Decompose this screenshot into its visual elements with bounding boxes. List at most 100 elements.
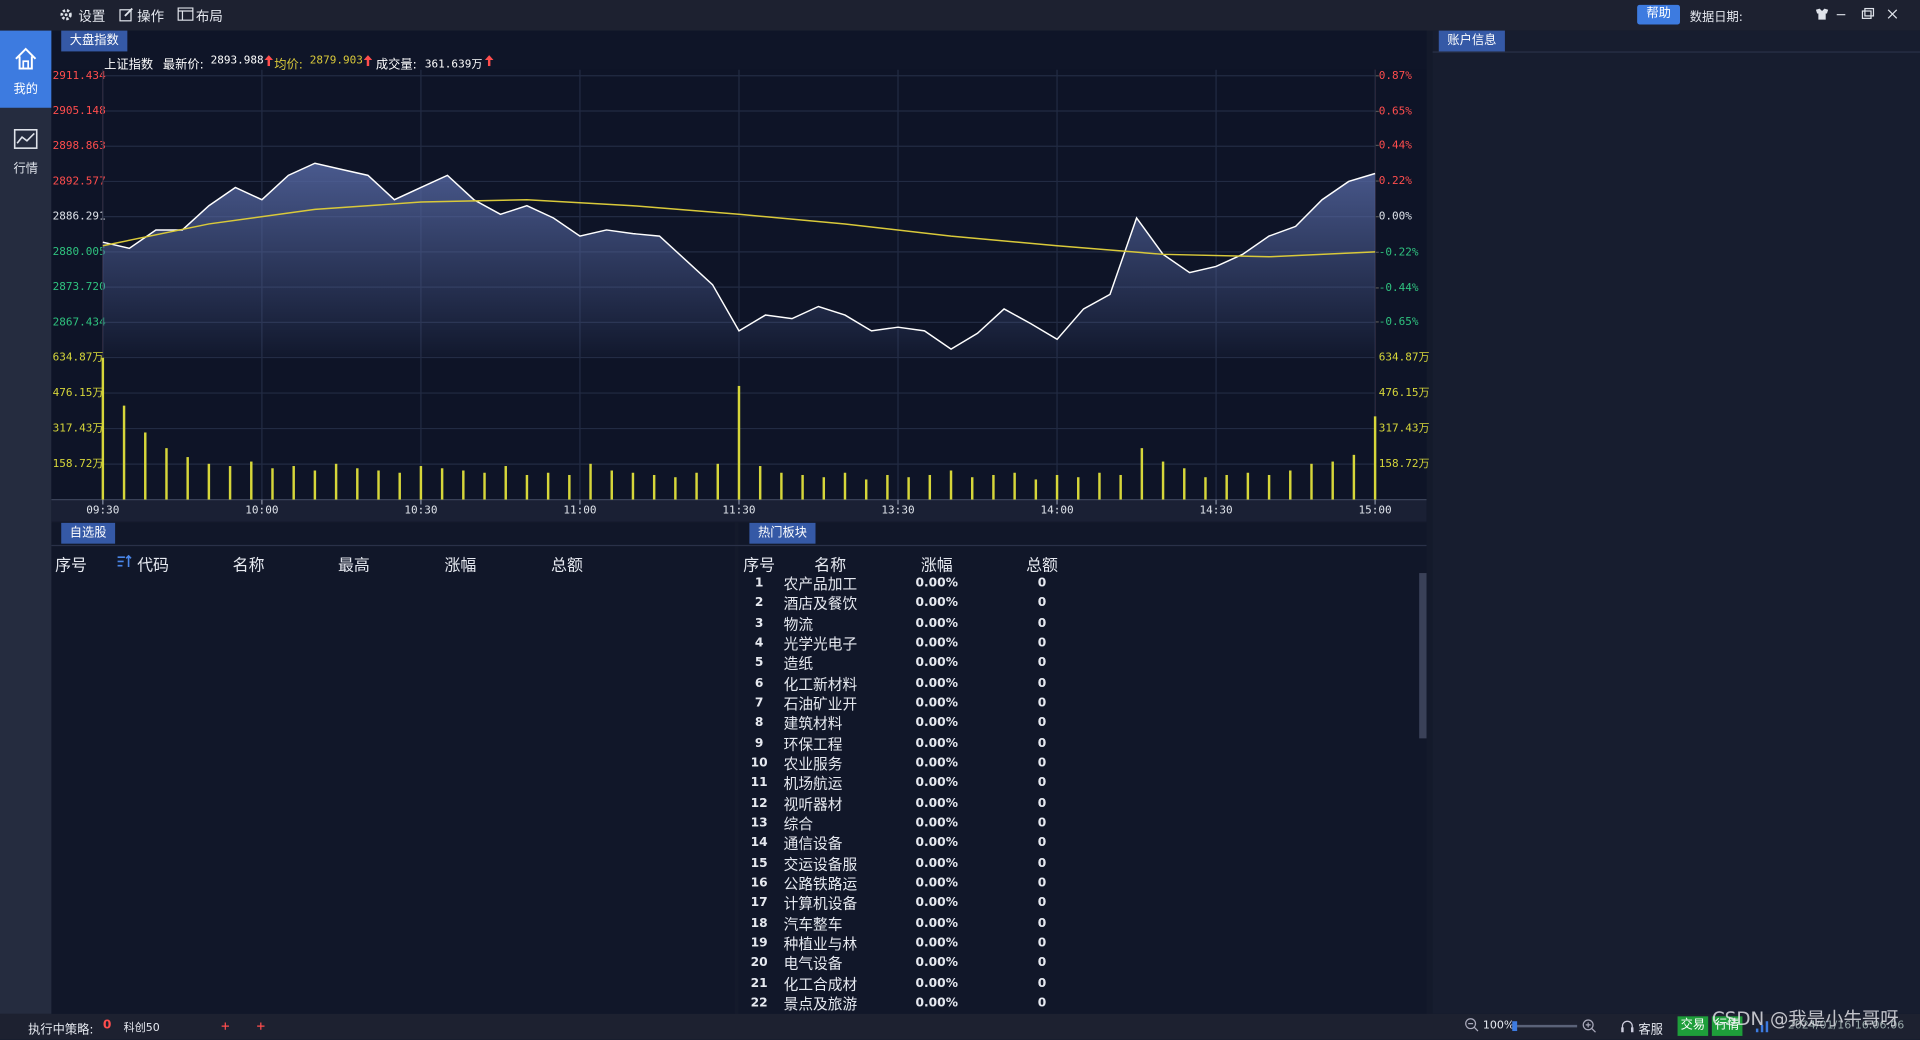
- sidebar-item[interactable]: 我的: [13, 83, 38, 97]
- zoom-slider[interactable]: [1511, 1019, 1597, 1034]
- volume-bar: [186, 457, 189, 500]
- sidebar-item[interactable]: 行情: [13, 162, 38, 177]
- rank: 20: [750, 956, 768, 971]
- strategy-label: 执行中策略:: [28, 1023, 94, 1038]
- volume-bar: [546, 472, 550, 500]
- latest-price: 2893.988: [210, 55, 264, 68]
- column-header[interactable]: 总额: [1026, 557, 1058, 576]
- sector-name: 汽车整车: [783, 915, 843, 933]
- trade-button[interactable]: 交易: [1677, 1016, 1709, 1036]
- column-header[interactable]: 最高: [337, 557, 370, 576]
- y-tick-label: 634.87万: [53, 351, 104, 364]
- total-amount: 0: [1037, 996, 1047, 1011]
- y2-tick-label: 0.00%: [1379, 210, 1413, 223]
- volume-bar: [1034, 479, 1038, 500]
- service-link[interactable]: 客服: [1638, 1023, 1663, 1038]
- volume-bar: [1077, 477, 1080, 500]
- menu-item[interactable]: 布局: [195, 8, 223, 25]
- y2-tick-label: 0.44%: [1379, 138, 1413, 151]
- volume-bar: [652, 474, 656, 500]
- volume-bar: [992, 474, 995, 500]
- volume-bar: [207, 463, 211, 500]
- volume-bar: [1246, 472, 1250, 500]
- total-amount: 0: [1037, 676, 1047, 691]
- column-header[interactable]: 涨幅: [920, 557, 953, 576]
- zoom-level: 100%: [1482, 1020, 1515, 1033]
- y-tick-label: 476.15万: [1379, 386, 1430, 399]
- y-tick-label: 317.43万: [53, 422, 104, 435]
- total-amount: 0: [1037, 596, 1047, 611]
- sector-name: 酒店及餐饮: [783, 595, 858, 613]
- scrollbar[interactable]: [1419, 573, 1427, 739]
- volume-bar: [1055, 474, 1059, 500]
- volume-bar: [801, 474, 804, 500]
- volume-bar: [101, 357, 105, 500]
- volume-bar: [907, 477, 910, 500]
- total-amount: 0: [1037, 976, 1047, 991]
- volume-bar: [1183, 468, 1186, 500]
- volume-bar: [356, 468, 359, 500]
- edit-icon: [119, 7, 133, 22]
- panel-tab[interactable]: 大盘指数: [61, 30, 128, 52]
- volume-bar: [462, 470, 465, 500]
- y2-tick-label: 0.22%: [1379, 174, 1413, 187]
- datetime: 2024/01/16 16:06:06: [1787, 1020, 1905, 1033]
- rank: 22: [750, 996, 768, 1011]
- rank: 13: [750, 816, 768, 831]
- column-header[interactable]: 名称: [232, 557, 265, 576]
- change-pct: 0.00%: [915, 716, 958, 731]
- rank: 18: [750, 916, 768, 931]
- column-header[interactable]: 名称: [814, 557, 847, 576]
- market-button[interactable]: 行情: [1711, 1016, 1743, 1036]
- panel-tab[interactable]: 账户信息: [1438, 30, 1505, 52]
- y-tick-label: 158.72万: [1379, 457, 1430, 470]
- sector-name: 公路铁路运: [783, 875, 858, 893]
- change-pct: 0.00%: [915, 696, 958, 711]
- volume-bar: [758, 466, 762, 500]
- index-name: 上证指数: [104, 58, 154, 73]
- change-pct: 0.00%: [915, 836, 958, 851]
- sector-name: 通信设备: [783, 835, 843, 853]
- column-header[interactable]: 涨幅: [444, 557, 477, 576]
- volume-bar: [610, 470, 613, 500]
- sector-name: 化工合成材: [783, 975, 858, 993]
- volume-bar: [1352, 454, 1356, 500]
- change-pct: 0.00%: [915, 656, 958, 671]
- menu-item[interactable]: 操作: [137, 8, 165, 25]
- rank: 10: [750, 756, 768, 771]
- sort-icon[interactable]: [117, 554, 133, 568]
- volume-bar: [1373, 416, 1377, 500]
- column-header[interactable]: 序号: [743, 557, 776, 576]
- up-arrow: [484, 55, 494, 67]
- watchlist-panel: [51, 522, 735, 1014]
- panel-tab[interactable]: 热门板块: [749, 522, 816, 544]
- avg-line: [102, 198, 1376, 258]
- sector-name: 化工新材料: [783, 675, 858, 693]
- total-amount: 0: [1037, 796, 1047, 811]
- total-amount: 0: [1037, 956, 1047, 971]
- strategy-count: 0: [102, 1018, 112, 1033]
- column-header[interactable]: 序号: [55, 557, 87, 576]
- x-tick-label: 14:00: [1040, 504, 1073, 517]
- y-tick-label: 2892.577: [53, 174, 106, 187]
- total-amount: 0: [1037, 936, 1047, 951]
- menu-item[interactable]: 设置: [78, 8, 106, 25]
- change-pct: 0.00%: [915, 816, 958, 831]
- column-header[interactable]: 代码: [137, 557, 169, 576]
- y-tick-label: 2867.434: [53, 315, 106, 328]
- sector-name: 造纸: [783, 655, 814, 673]
- change-pct: 0.00%: [915, 596, 958, 611]
- y-tick-label: 2905.148: [53, 104, 106, 117]
- time-axis-band: [51, 499, 1427, 522]
- rank: 21: [750, 976, 768, 991]
- window-controls[interactable]: [1812, 6, 1910, 23]
- change-pct: 0.00%: [915, 796, 958, 811]
- zoom-out-icon[interactable]: [1464, 1018, 1479, 1033]
- x-tick-label: 15:00: [1359, 504, 1392, 517]
- column-header[interactable]: 总额: [551, 557, 583, 576]
- y2-tick-label: -0.44%: [1379, 281, 1419, 294]
- volume-bar: [928, 474, 932, 500]
- change-pct: 0.00%: [915, 956, 958, 971]
- panel-tab[interactable]: 自选股: [61, 522, 116, 544]
- help-button[interactable]: 帮助: [1637, 4, 1681, 25]
